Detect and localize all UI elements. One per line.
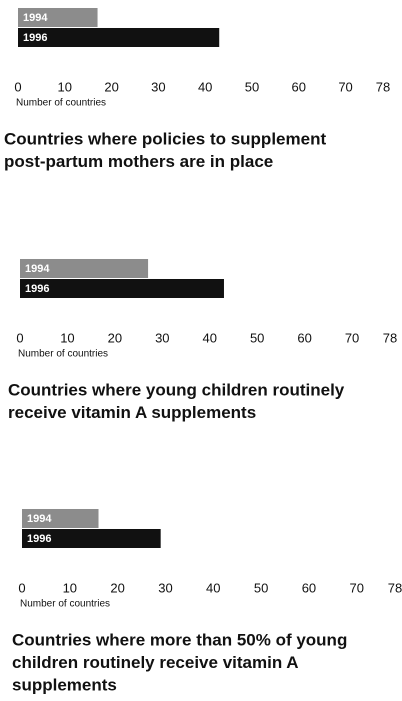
- x-tick-label: 70: [350, 580, 364, 595]
- x-tick-label: 0: [18, 580, 25, 595]
- bar: [22, 529, 161, 548]
- chart-title: Countries where young children routinely: [8, 380, 345, 399]
- x-tick-label: 50: [250, 330, 264, 345]
- bar: [22, 509, 99, 528]
- x-tick-label: 0: [16, 330, 23, 345]
- x-tick-label: 70: [345, 330, 359, 345]
- bar: [20, 279, 224, 298]
- x-tick-label: 50: [245, 79, 259, 94]
- x-axis-label: Number of countries: [18, 349, 108, 360]
- x-tick-label: 30: [158, 580, 172, 595]
- x-tick-label: 20: [108, 330, 122, 345]
- x-tick-label: 40: [198, 79, 212, 94]
- bar-label: 1994: [23, 12, 48, 24]
- bar-label: 1994: [27, 513, 52, 525]
- chart-title: Countries where more than 50% of young: [12, 630, 347, 649]
- chart-title: supplements: [12, 675, 117, 694]
- x-axis-label: Number of countries: [16, 98, 106, 109]
- bar: [18, 8, 98, 27]
- chart-title: children routinely receive vitamin A: [12, 653, 299, 672]
- bar-label: 1996: [23, 32, 47, 44]
- x-tick-label: 70: [338, 79, 352, 94]
- x-tick-label: 78: [388, 580, 402, 595]
- bar-label: 1996: [27, 533, 51, 545]
- x-tick-label: 60: [292, 79, 306, 94]
- x-tick-label: 50: [254, 580, 268, 595]
- x-tick-label: 20: [104, 79, 118, 94]
- x-tick-label: 60: [297, 330, 311, 345]
- x-tick-label: 20: [110, 580, 124, 595]
- x-tick-label: 0: [14, 79, 21, 94]
- x-tick-label: 40: [206, 580, 220, 595]
- bar-label: 1994: [25, 263, 50, 275]
- x-tick-label: 40: [203, 330, 217, 345]
- x-tick-label: 60: [302, 580, 316, 595]
- x-tick-label: 30: [155, 330, 169, 345]
- chart-title: receive vitamin A supplements: [8, 403, 256, 422]
- chart-title: Countries where policies to supplement: [4, 129, 326, 148]
- bar: [20, 259, 149, 278]
- bar: [18, 28, 220, 47]
- x-axis-label: Number of countries: [20, 599, 110, 610]
- x-tick-label: 78: [376, 79, 390, 94]
- x-tick-label: 10: [58, 79, 72, 94]
- bar-label: 1996: [25, 283, 49, 295]
- x-tick-label: 30: [151, 79, 165, 94]
- x-tick-label: 78: [383, 330, 397, 345]
- x-tick-label: 10: [60, 330, 74, 345]
- x-tick-label: 10: [63, 580, 77, 595]
- chart-title: post-partum mothers are in place: [4, 152, 273, 171]
